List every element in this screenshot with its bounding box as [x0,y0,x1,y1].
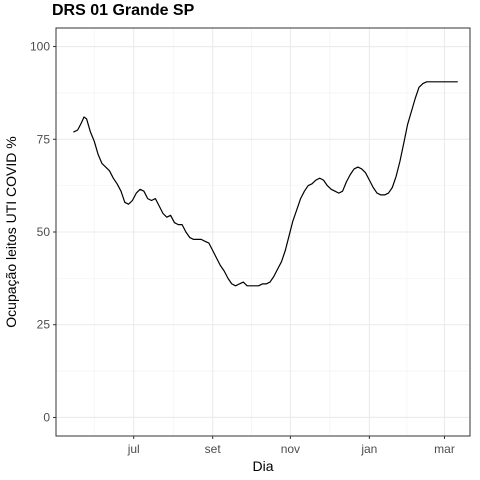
axis-ticks [53,46,446,439]
series-group [73,81,458,287]
y-tick-label: 25 [37,318,51,332]
x-tick-label: nov [281,442,300,456]
x-tick-label: set [205,442,222,456]
y-tick-label: 0 [43,410,50,424]
major-gridlines [56,28,470,436]
chart-title: DRS 01 Grande SP [52,2,195,19]
y-tick-label: 75 [37,132,51,146]
y-axis-title: Ocupação leitos UTI COVID % [3,136,19,327]
x-tick-label: mar [434,442,455,456]
tick-labels: 0 25 50 75 100 jul set nov jan mar [30,40,455,456]
y-tick-label: 100 [30,40,50,54]
series-line [73,81,458,287]
x-tick-label: jul [127,442,140,456]
y-tick-label: 50 [37,225,51,239]
x-tick-label: jan [360,442,377,456]
x-axis-title: Dia [252,458,273,474]
